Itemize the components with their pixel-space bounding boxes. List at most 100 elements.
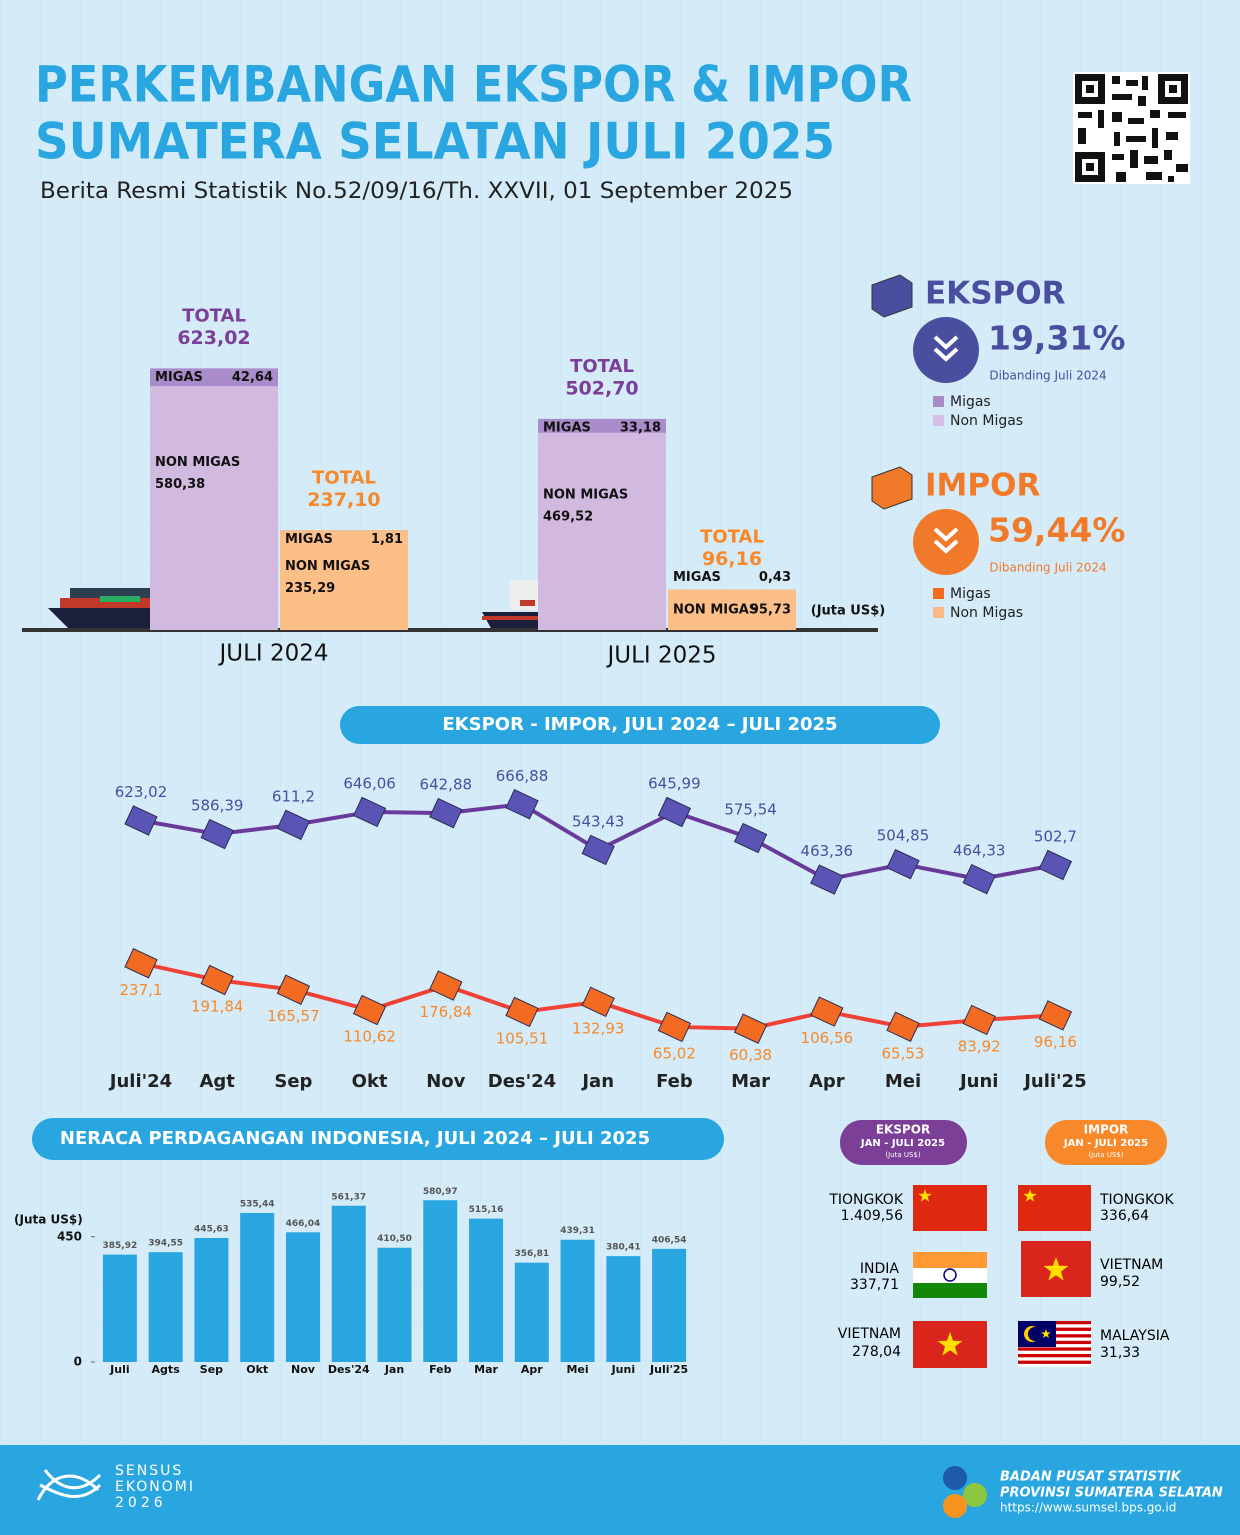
unit-label: (Juta US$) xyxy=(811,604,885,619)
chevron xyxy=(933,539,959,554)
data-label: 191,84 xyxy=(191,998,244,1016)
point-marker xyxy=(124,948,158,979)
change-value: 59,44% xyxy=(988,511,1125,550)
segment-name: NON MIGAS xyxy=(673,602,758,617)
x-tick-label: Jan xyxy=(580,1071,614,1092)
data-label: 502,7 xyxy=(1034,828,1077,846)
x-tick-label: Juni xyxy=(611,1363,636,1376)
data-label: 463,36 xyxy=(801,842,854,860)
partner-value: 337,71 xyxy=(850,1277,899,1293)
footer-text: SENSUS xyxy=(115,1463,183,1479)
point-marker xyxy=(581,986,615,1018)
change-note: Dibanding Juli 2024 xyxy=(989,369,1106,383)
y-axis-label: (Juta US$) xyxy=(14,1213,83,1227)
cube-icon xyxy=(871,274,913,318)
data-label: 380,41 xyxy=(606,1243,641,1253)
partner-value: 31,33 xyxy=(1100,1345,1140,1361)
point-marker xyxy=(657,796,692,828)
data-label: 642,88 xyxy=(420,776,473,794)
change-badge xyxy=(913,509,979,575)
footer-url: https://www.sumsel.bps.go.id xyxy=(1000,1501,1176,1515)
point-marker xyxy=(962,863,996,895)
data-label: 65,02 xyxy=(653,1044,696,1062)
footer-agency: BADAN PUSAT STATISTIK xyxy=(1000,1470,1182,1485)
x-tick-label: Sep xyxy=(274,1071,312,1092)
partner-period: JAN - JULI 2025 xyxy=(860,1138,945,1149)
data-label: 543,43 xyxy=(572,812,625,830)
partner-country: INDIA xyxy=(860,1261,900,1277)
chevron xyxy=(933,527,959,542)
bps-logo xyxy=(943,1466,987,1518)
segment-name: MIGAS xyxy=(285,532,333,547)
x-tick-label: Juli'24 xyxy=(108,1071,172,1092)
x-tick-label: Okt xyxy=(246,1363,268,1376)
data-label: 504,85 xyxy=(877,827,930,845)
flag xyxy=(1021,1241,1091,1297)
x-tick-label: Mar xyxy=(731,1071,770,1092)
y-tick-label: 450 xyxy=(57,1229,82,1243)
point-marker xyxy=(1038,1000,1073,1031)
x-tick-label: Apr xyxy=(809,1071,845,1092)
flag xyxy=(913,1185,987,1231)
point-marker xyxy=(505,789,539,820)
point-marker xyxy=(733,822,768,854)
point-marker xyxy=(352,994,387,1026)
bar xyxy=(377,1247,412,1362)
data-label: 176,84 xyxy=(420,1003,473,1021)
partner-header xyxy=(840,1120,967,1165)
point-marker xyxy=(886,1011,920,1042)
data-label: 356,81 xyxy=(514,1249,549,1259)
data-label: 132,93 xyxy=(572,1019,625,1037)
data-label: 646,06 xyxy=(343,774,396,792)
summary-title: EKSPOR xyxy=(925,276,1066,312)
total-value: 623,02 xyxy=(177,327,250,349)
point-marker xyxy=(810,996,844,1027)
total-value: 237,10 xyxy=(307,489,380,511)
partner-unit: (Juta US$) xyxy=(1088,1151,1124,1159)
partner-header xyxy=(1045,1120,1167,1165)
data-label: 83,92 xyxy=(958,1037,1001,1055)
cube-icon xyxy=(871,466,913,510)
point-marker xyxy=(200,818,234,850)
x-tick-label: Des'24 xyxy=(488,1071,556,1092)
chevron xyxy=(933,347,959,362)
segment-value: 580,38 xyxy=(155,477,205,492)
bar-segment xyxy=(538,418,666,433)
segment-name: NON MIGAS xyxy=(543,487,628,502)
data-label: 515,16 xyxy=(469,1205,504,1215)
data-label: 586,39 xyxy=(191,797,244,815)
data-label: 575,54 xyxy=(724,801,777,819)
sensus-logo xyxy=(36,1469,102,1501)
bar-segment xyxy=(668,589,796,630)
data-label: 439,31 xyxy=(560,1226,595,1236)
x-tick-label: Nov xyxy=(426,1071,465,1092)
point-marker xyxy=(657,1011,692,1043)
total-label: TOTAL xyxy=(700,527,764,548)
total-value: 96,16 xyxy=(702,548,762,570)
data-label: 410,50 xyxy=(377,1234,412,1244)
partner-value: 1.409,56 xyxy=(841,1208,903,1224)
x-tick-label: Sep xyxy=(200,1363,223,1376)
legend-label: Non Migas xyxy=(950,605,1023,621)
segment-name: NON MIGAS xyxy=(285,559,370,574)
title: SUMATERA SELATAN JULI 2025 xyxy=(35,113,835,171)
footer-text: 2026 xyxy=(115,1495,167,1511)
flag xyxy=(913,1252,987,1298)
segment-name: MIGAS xyxy=(673,570,721,585)
section-banner xyxy=(340,706,940,744)
x-tick-label: Feb xyxy=(429,1363,452,1376)
chart-title: EKSPOR - IMPOR, JULI 2024 – JULI 2025 xyxy=(442,714,837,735)
x-tick-label: Mei xyxy=(566,1363,588,1376)
segment-value: 95,73 xyxy=(750,602,791,617)
x-tick-label: Apr xyxy=(521,1363,543,1376)
data-label: 535,44 xyxy=(240,1199,275,1209)
total-label: TOTAL xyxy=(570,356,634,377)
footer xyxy=(0,1445,1240,1535)
change-value: 19,31% xyxy=(988,319,1125,358)
legend-swatch xyxy=(933,588,944,599)
data-label: 645,99 xyxy=(648,774,701,792)
x-tick-label: JULI 2024 xyxy=(217,641,328,667)
bar xyxy=(423,1200,458,1362)
footer-agency: PROVINSI SUMATERA SELATAN xyxy=(1000,1486,1223,1501)
